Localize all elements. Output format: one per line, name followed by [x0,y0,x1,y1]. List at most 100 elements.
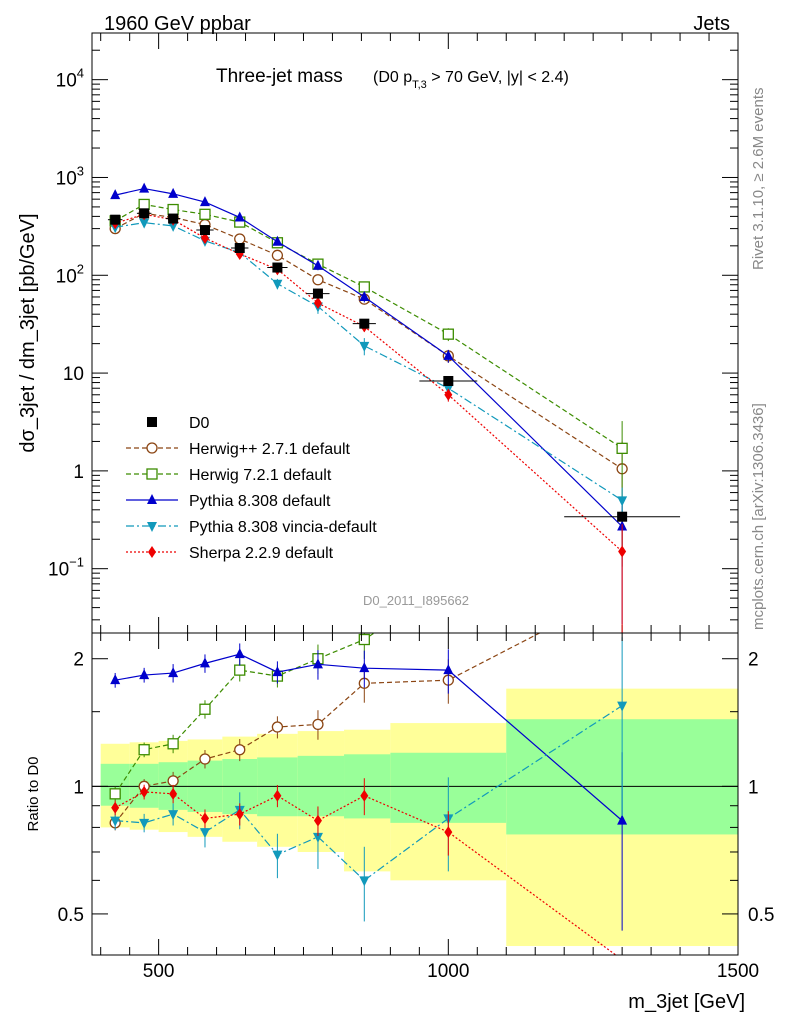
data-point [110,214,121,225]
legend-marker [146,442,158,454]
ratio-y-tick-label-right: 1 [748,777,759,798]
ratio-point [272,850,283,861]
mcplots-label: mcplots.cern.ch [arXiv:1306.3436] [750,403,767,630]
ratio-series-diamond [111,778,617,955]
ratio-y-tick-label: 2 [73,650,84,671]
ratio-y-tick-label-right: 2 [748,650,759,671]
ratio-point [139,818,150,829]
series-line [114,212,623,470]
series-triangle-up [110,182,628,625]
data-point [272,235,283,246]
legend-marker [147,522,157,532]
ratio-point [168,667,179,678]
data-point [359,341,370,352]
data-point [312,274,324,286]
data-point [442,328,454,340]
y-tick-label: 102 [56,261,84,287]
data-point [313,297,322,310]
data-point [272,262,283,273]
ratio-point [312,658,323,669]
series-d0 [107,208,681,522]
data-point [312,259,323,270]
ratio-line [114,791,617,955]
ratio-y-tick-label: 0.5 [58,905,84,926]
y-tick-label: 103 [56,163,84,189]
data-point [234,233,246,245]
series-triangle-down [110,218,628,519]
legend-marker [147,417,157,427]
main-subtitle: (D0 pT,3 > 70 GeV, |y| < 2.4) [373,69,569,91]
ratio-point [167,738,179,750]
ratio-point [138,744,150,756]
legend-label: Herwig 7.2.1 default [189,467,332,484]
legend-entry: D0 [147,415,210,432]
data-point [199,196,210,207]
ratio-point [234,744,246,756]
ratio-line [114,633,376,795]
data-point [167,203,179,216]
data-point [138,198,150,211]
ratio-point [234,664,246,676]
legend-label: Pythia 8.308 default [189,493,331,510]
ratio-frame [91,632,739,956]
y-tick-label: 1 [73,462,84,483]
ratio-point [359,876,370,887]
main-panel: 10−1 1 10 102 103 104 Three-jet mass (D0 pT,3… [17,32,739,634]
data-point [199,225,210,236]
series-line [114,213,623,552]
legend-entry: Sherpa 2.2.9 default [126,545,334,562]
ratio-point [167,775,179,787]
ratio-point [273,789,282,802]
ratio-point [359,662,370,673]
legend-label: Herwig++ 2.7.1 default [189,441,351,458]
ratio-y-tick-label: 1 [73,777,84,798]
ratio-point [443,664,454,675]
data-point [443,349,454,360]
data-point [234,243,245,254]
ratio-point [444,826,453,839]
ratio-point [169,787,178,800]
x-tick-label: 1500 [717,961,759,982]
ratio-point [272,666,283,677]
ratio-axis-label: Ratio to D0 [25,756,42,831]
ratio-point [140,785,149,798]
data-point [168,221,179,232]
ratio-point [235,808,244,821]
legend-entry: Herwig 7.2.1 default [126,467,332,484]
analysis-tag: D0_2011_I895662 [363,593,469,608]
data-point [234,211,245,222]
ratio-point [199,828,210,839]
legend-label: D0 [189,415,210,432]
ratio-point [617,814,628,825]
ratio-series-triangle-up [110,643,628,931]
legend-marker [147,494,157,504]
x-tick-label: 500 [143,961,175,982]
ratio-point [234,648,245,659]
data-point [139,208,150,219]
data-point [444,388,453,401]
data-point [443,375,454,386]
data-point [358,281,370,293]
ratio-point [271,721,284,733]
series-line [115,222,623,501]
ratio-line [115,653,623,822]
data-point [199,208,211,220]
y-axis-label: dσ_3jet / dm_3jet [pb/GeV] [17,213,39,452]
ratio-point [313,814,322,827]
ratio-panel: 0.5 0.5 1 1 2 2 500 1000 1500 Ratio to D0 m_3jet… [25,632,774,1013]
data-point [312,288,323,299]
data-point [359,290,370,301]
ratio-y-tick-label-right: 0.5 [748,905,774,926]
data-point [200,232,209,245]
ratio-point [139,669,150,680]
ratio-point [199,657,210,668]
ratio-point [199,703,211,715]
data-point [359,318,370,329]
ratio-point [360,789,369,802]
ratio-point [358,633,370,646]
header-right: Jets [693,13,730,35]
legend-entry: Herwig++ 2.7.1 default [126,441,351,458]
data-point [617,511,628,522]
x-tick-label: 1000 [427,961,469,982]
